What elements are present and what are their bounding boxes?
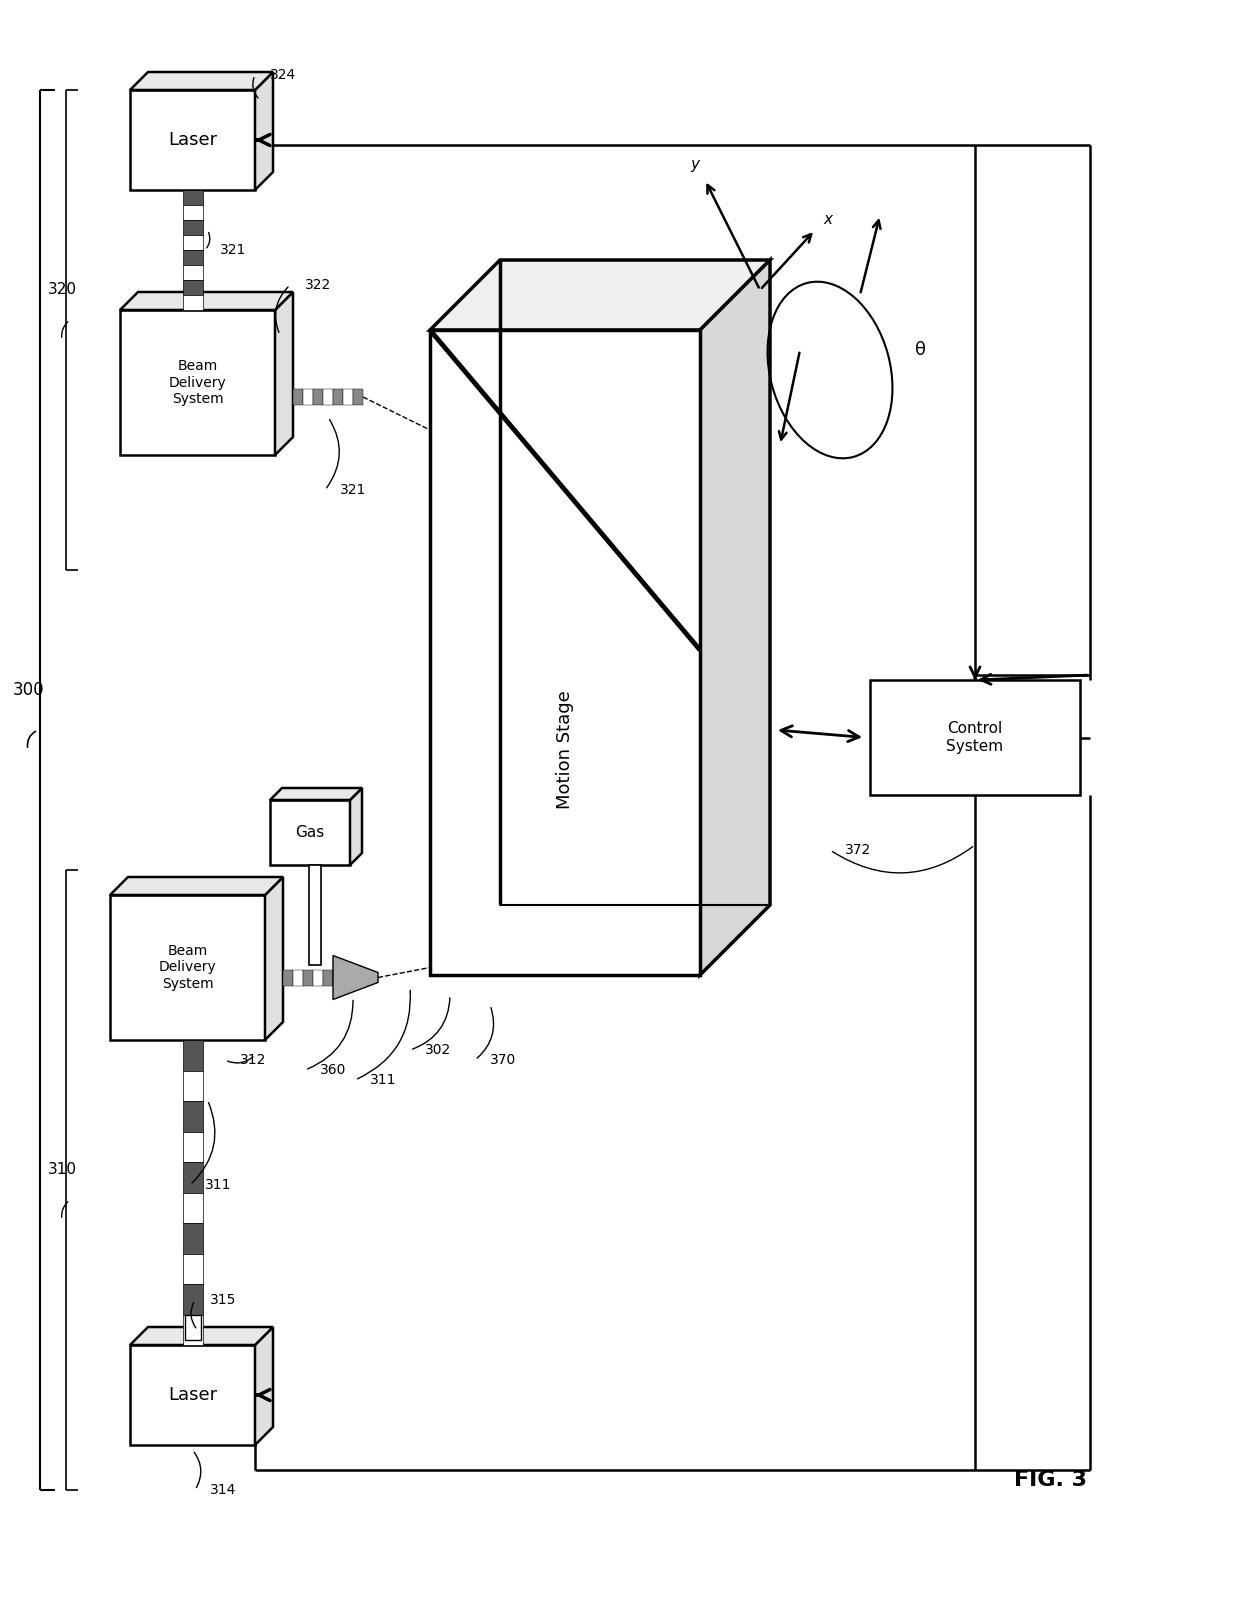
Bar xyxy=(130,1344,255,1445)
Polygon shape xyxy=(255,73,273,190)
Polygon shape xyxy=(270,788,362,801)
Text: 312: 312 xyxy=(241,1052,267,1067)
Text: 324: 324 xyxy=(270,68,296,82)
Bar xyxy=(182,295,202,310)
Bar xyxy=(182,1039,202,1070)
Text: FIG. 3: FIG. 3 xyxy=(1013,1470,1086,1490)
Bar xyxy=(293,389,303,405)
Bar xyxy=(353,389,363,405)
Polygon shape xyxy=(130,73,273,90)
Text: 321: 321 xyxy=(340,483,366,497)
Text: 300: 300 xyxy=(12,681,43,699)
Polygon shape xyxy=(350,788,362,865)
Text: Laser: Laser xyxy=(167,1386,217,1404)
Polygon shape xyxy=(430,260,770,329)
Bar xyxy=(182,1101,202,1131)
Bar xyxy=(182,1131,202,1162)
Text: Laser: Laser xyxy=(167,131,217,148)
Text: 315: 315 xyxy=(210,1293,237,1307)
Bar xyxy=(182,1193,202,1223)
Text: 320: 320 xyxy=(47,282,77,297)
Bar xyxy=(283,970,293,986)
Text: 311: 311 xyxy=(205,1178,232,1193)
Bar xyxy=(130,90,255,190)
Text: 311: 311 xyxy=(370,1073,397,1086)
Bar xyxy=(182,1254,202,1285)
Bar xyxy=(303,970,312,986)
Bar xyxy=(303,389,312,405)
Text: y: y xyxy=(691,158,699,173)
Bar xyxy=(182,190,202,205)
Polygon shape xyxy=(120,292,293,310)
Bar xyxy=(120,310,275,455)
Text: 370: 370 xyxy=(490,1052,516,1067)
Polygon shape xyxy=(110,876,283,896)
Bar xyxy=(182,1314,202,1344)
Bar xyxy=(322,970,334,986)
Text: Beam
Delivery
System: Beam Delivery System xyxy=(169,360,227,405)
Bar xyxy=(309,865,321,965)
Polygon shape xyxy=(130,1327,273,1344)
Text: 310: 310 xyxy=(47,1162,77,1178)
Text: x: x xyxy=(823,213,832,228)
Bar xyxy=(182,1223,202,1254)
Bar xyxy=(322,389,334,405)
Bar xyxy=(182,205,202,220)
Bar xyxy=(182,250,202,265)
Text: θ: θ xyxy=(915,341,925,358)
Text: Gas: Gas xyxy=(295,825,325,839)
Bar xyxy=(343,389,353,405)
Bar xyxy=(312,970,322,986)
Bar xyxy=(182,220,202,236)
Bar xyxy=(270,801,350,865)
Text: 372: 372 xyxy=(844,843,872,857)
Text: 360: 360 xyxy=(320,1064,346,1077)
Text: 321: 321 xyxy=(219,244,247,257)
Polygon shape xyxy=(275,292,293,455)
Bar xyxy=(182,1162,202,1193)
Bar xyxy=(870,679,1080,796)
Bar xyxy=(182,236,202,250)
Text: Control
System: Control System xyxy=(946,721,1003,754)
Text: 322: 322 xyxy=(305,278,331,292)
Bar xyxy=(110,896,265,1039)
Bar xyxy=(293,970,303,986)
Bar xyxy=(182,265,202,279)
Polygon shape xyxy=(334,955,378,999)
Bar xyxy=(182,279,202,295)
Bar xyxy=(185,1315,201,1340)
Polygon shape xyxy=(265,876,283,1039)
Bar xyxy=(312,389,322,405)
Bar xyxy=(430,329,701,975)
Text: 314: 314 xyxy=(210,1483,237,1498)
Text: Beam
Delivery
System: Beam Delivery System xyxy=(159,944,216,991)
Bar xyxy=(334,389,343,405)
Bar xyxy=(182,1070,202,1101)
Polygon shape xyxy=(255,1327,273,1445)
Bar xyxy=(182,1285,202,1314)
Text: 302: 302 xyxy=(425,1043,451,1057)
Text: Motion Stage: Motion Stage xyxy=(556,689,574,809)
Polygon shape xyxy=(701,260,770,975)
